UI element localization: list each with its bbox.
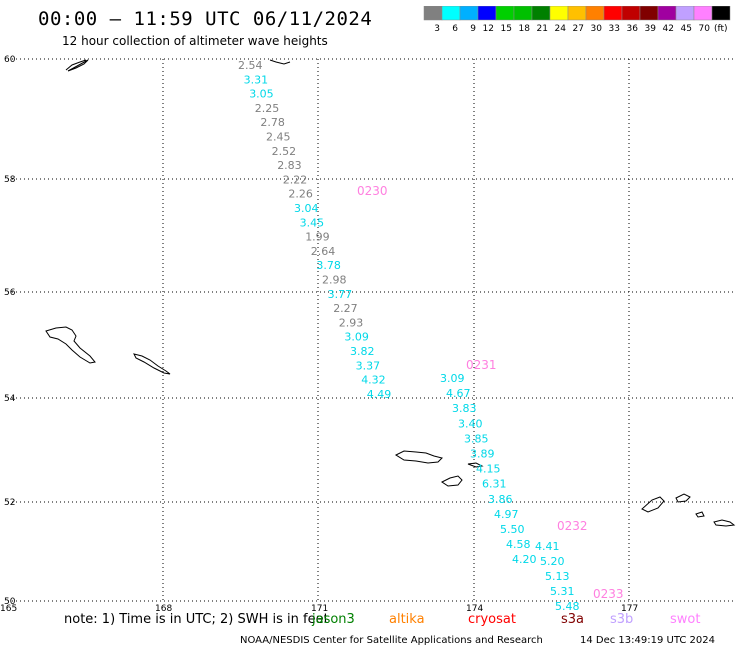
scale-label-14: 45	[681, 24, 692, 34]
swh-value: 3.09	[440, 372, 465, 385]
footer-credit: NOAA/NESDIS Center for Satellite Applica…	[240, 635, 543, 646]
lon-label-168: 168	[155, 604, 172, 614]
swh-value: 5.13	[545, 570, 570, 583]
lat-label-52: 52	[4, 498, 15, 508]
swh-value: 1.99	[305, 231, 330, 244]
swh-value: 5.20	[540, 555, 565, 568]
swh-value: 2.98	[322, 274, 347, 287]
lon-label-177: 177	[621, 604, 638, 614]
swh-value: 4.32	[361, 374, 386, 387]
scale-swatch-16	[711, 6, 731, 21]
swh-value: 2.93	[339, 316, 364, 329]
scale-label-8: 27	[573, 24, 584, 34]
swh-value: 4.58	[506, 538, 531, 551]
swh-value: 3.37	[356, 359, 381, 372]
scale-label-3: 12	[483, 24, 494, 34]
lat-label-54: 54	[4, 394, 16, 404]
swh-value: 2.78	[260, 116, 285, 129]
mission-altika: altika	[389, 612, 425, 627]
swh-value: 3.05	[249, 88, 274, 101]
scale-label-1: 6	[452, 24, 458, 34]
coastline-outlines	[45, 59, 736, 527]
mission-jason3: jason3	[312, 612, 355, 627]
altimeter-tracks: 2.543.31 3.052.252.78 2.452.522.832.22 2.26…	[238, 59, 624, 613]
swh-value: 2.83	[277, 159, 302, 172]
swh-value: 2.45	[266, 131, 291, 144]
swh-value: 3.09	[344, 331, 369, 344]
scale-label-9: 30	[591, 24, 603, 34]
map-title: 00:00 – 11:59 UTC 06/11/2024	[38, 8, 373, 30]
swh-value: 3.86	[488, 493, 513, 506]
scale-label-15: 70	[699, 24, 711, 34]
swh-value: 3.31	[244, 73, 269, 86]
swh-value: 5.50	[500, 523, 525, 536]
swh-value: 2.25	[255, 102, 279, 115]
swh-value: 2.22	[283, 173, 308, 186]
swh-value: 3.78	[316, 259, 341, 272]
lat-label-60: 60	[4, 55, 16, 65]
scale-label-5: 18	[519, 24, 531, 34]
lat-label-56: 56	[4, 288, 16, 298]
swh-value: 2.52	[272, 145, 297, 158]
lat-label-50: 50	[4, 597, 16, 607]
swh-value: 5.48	[555, 600, 580, 613]
pass-time-label: 0230	[357, 184, 388, 198]
lon-label-171: 171	[311, 604, 328, 614]
map-subtitle: 12 hour collection of altimeter wave hei…	[62, 34, 328, 48]
scale-label-4: 15	[501, 24, 512, 34]
scale-label-10: 33	[609, 24, 620, 34]
swh-value: 4.97	[494, 508, 519, 521]
swh-value: 3.82	[350, 345, 375, 358]
swh-value: 4.67	[446, 387, 471, 400]
scale-label-7: 24	[555, 24, 567, 34]
swh-value: 4.49	[367, 388, 392, 401]
lon-label-165: 165	[0, 604, 17, 614]
swh-value: 2.27	[333, 302, 358, 315]
swh-value: 4.15	[476, 463, 501, 476]
swh-value: 2.26	[288, 188, 313, 201]
scale-label-2: 9	[470, 24, 476, 34]
swh-value: 3.40	[458, 417, 483, 430]
scale-label-11: 36	[627, 24, 639, 34]
scale-label-13: 42	[663, 24, 674, 34]
swh-value: 3.85	[464, 432, 489, 445]
pass-time-label: 0233	[593, 587, 624, 601]
pass-time-label: 0231	[466, 358, 497, 372]
footer-timestamp: 14 Dec 13:49:19 UTC 2024	[580, 635, 715, 646]
swh-value: 3.77	[328, 288, 353, 301]
swh-value: 5.31	[550, 585, 575, 598]
pass-time-label: 0232	[557, 519, 588, 533]
wave-height-color-scale: 3 6 9 12 15 18 21 24 27 30 33 36 39 42 45 70 (ft)	[423, 6, 731, 34]
swh-value: 4.20	[512, 553, 537, 566]
mission-s3a: s3a	[561, 612, 585, 627]
swh-value: 2.54	[238, 59, 263, 72]
swh-value: 3.83	[452, 402, 477, 415]
note-text: note: 1) Time is in UTC; 2) SWH is in fe…	[64, 612, 329, 627]
lat-label-58: 58	[4, 175, 16, 185]
swh-value: 3.04	[294, 202, 319, 215]
mission-cryosat: cryosat	[468, 612, 516, 627]
swh-value: 2.64	[311, 245, 336, 258]
scale-label-0: 3	[434, 24, 440, 34]
mission-s3b: s3b	[610, 612, 634, 627]
lon-label-174: 174	[466, 604, 483, 614]
swh-value: 6.31	[482, 478, 507, 491]
swh-value: 3.89	[470, 448, 495, 461]
mission-swot: swot	[670, 612, 701, 627]
scale-label-16: (ft)	[714, 24, 728, 34]
scale-label-12: 39	[645, 24, 657, 34]
swh-value: 3.45	[300, 216, 325, 229]
swh-value: 4.41	[535, 540, 560, 553]
lat-lon-grid	[8, 58, 735, 602]
scale-label-6: 21	[537, 24, 548, 34]
